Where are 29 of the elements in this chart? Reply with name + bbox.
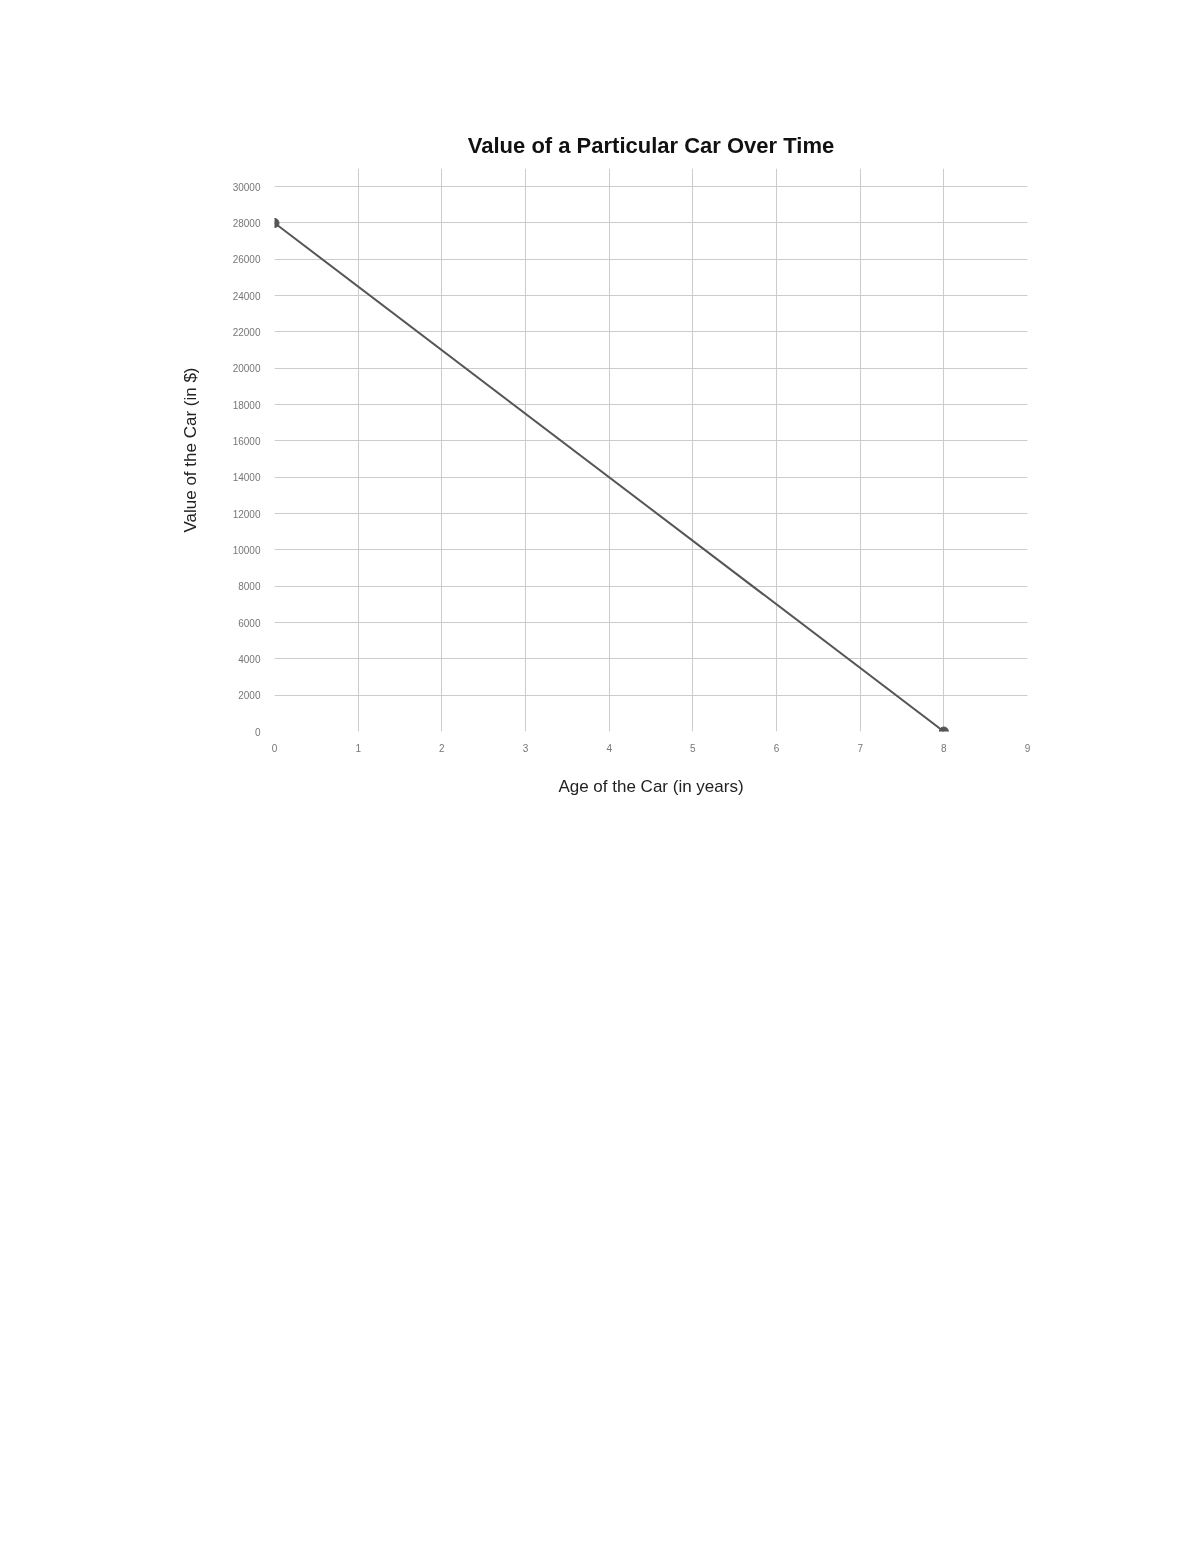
y-tick-label: 28000 — [232, 217, 261, 229]
y-tick-label: 10000 — [232, 544, 261, 556]
y-tick-label: 18000 — [232, 399, 261, 411]
y-tick-label: 12000 — [232, 508, 261, 520]
y-tick-label: 16000 — [232, 435, 261, 447]
x-tick-label: 9 — [1024, 742, 1031, 754]
y-tick-label: 30000 — [232, 181, 261, 193]
y-tick-label: 2000 — [238, 690, 261, 702]
y-tick-label: 14000 — [232, 472, 261, 484]
x-tick-label: 3 — [522, 742, 529, 754]
x-tick-label: 0 — [271, 742, 278, 754]
x-tick-label: 6 — [773, 742, 780, 754]
chart-title: Value of a Particular Car Over Time — [467, 132, 835, 158]
y-tick-label: 20000 — [232, 363, 261, 375]
y-tick-label: 6000 — [238, 617, 261, 629]
y-tick-label: 8000 — [238, 581, 261, 593]
y-axis-title: Value of the Car (in $) — [180, 367, 200, 533]
x-tick-label: 5 — [690, 742, 697, 754]
x-tick-label: 2 — [439, 742, 446, 754]
y-tick-label: 0 — [254, 726, 261, 738]
x-axis-title: Age of the Car (in years) — [558, 776, 744, 796]
x-tick-label: 8 — [941, 742, 948, 754]
y-tick-label: 26000 — [232, 254, 261, 266]
y-tick-label: 24000 — [232, 290, 261, 302]
y-tick-label: 22000 — [232, 326, 261, 338]
x-tick-label: 1 — [355, 742, 362, 754]
y-tick-label: 4000 — [238, 653, 261, 665]
x-tick-label: 4 — [606, 742, 613, 754]
x-tick-label: 7 — [857, 742, 864, 754]
